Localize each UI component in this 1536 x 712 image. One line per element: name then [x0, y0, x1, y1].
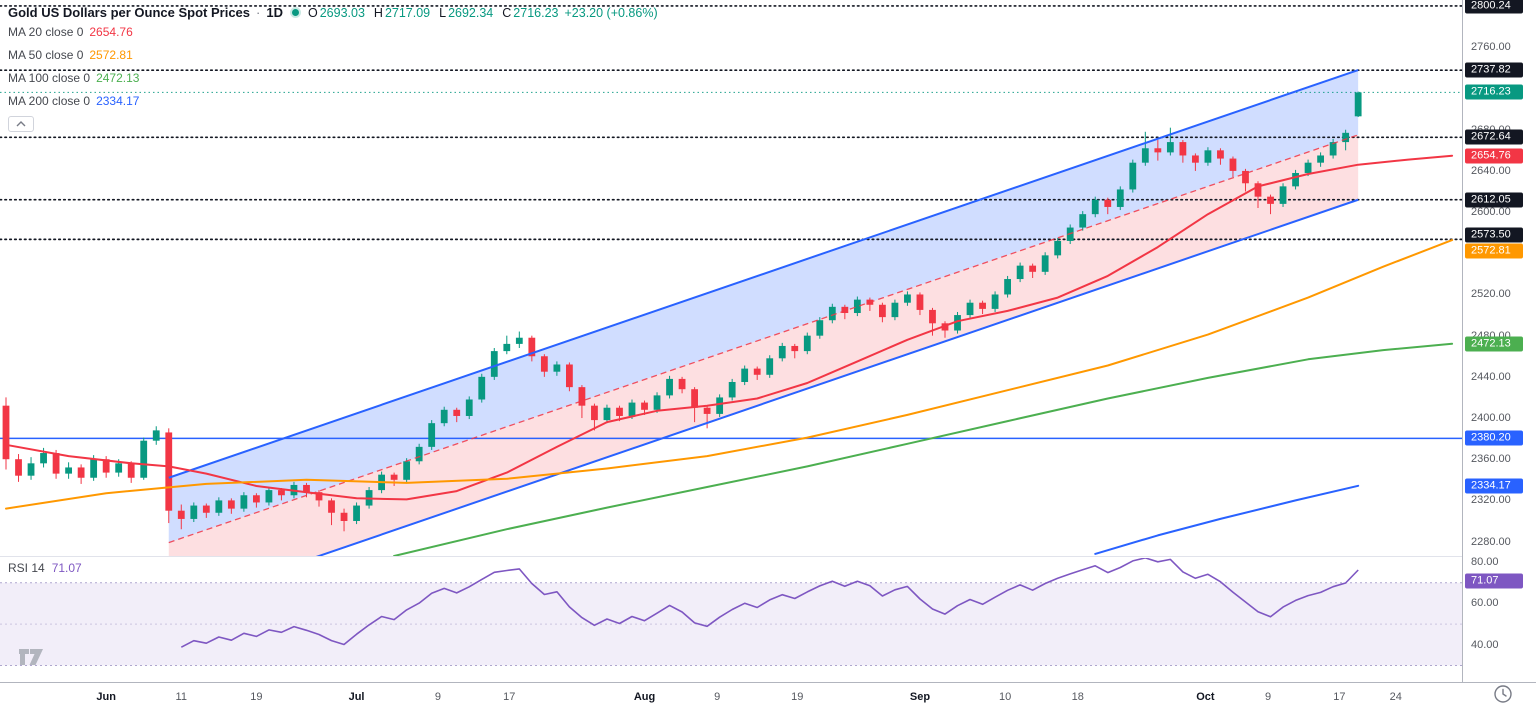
time-axis-label: 10 — [998, 691, 1012, 703]
time-axis-label: 9 — [434, 691, 441, 703]
clock-icon[interactable] — [1492, 684, 1514, 706]
price-axis-label: 2320.00 — [1471, 494, 1511, 507]
symbol-title[interactable]: Gold US Dollars per Ounce Spot Prices — [8, 5, 251, 20]
price-axis-badge: 2334.17 — [1465, 478, 1523, 494]
price-axis-badge: 2716.23 — [1465, 84, 1523, 100]
collapse-indicators-button[interactable] — [8, 116, 34, 132]
indicator-ma50-row[interactable]: MA 50 close 0 2572.81 — [8, 43, 658, 66]
price-axis-badge: 2654.76 — [1465, 148, 1523, 164]
price-axis-label: 2440.00 — [1471, 370, 1511, 383]
chart-canvas[interactable] — [0, 0, 1462, 682]
clock-icon-glyph — [1494, 685, 1512, 703]
time-axis[interactable]: Jun 11 19 Jul 9 17 Aug 9 19 Sep 10 18 Oct 9 17 24 — [0, 682, 1536, 712]
time-axis-label: Oct — [1196, 691, 1215, 703]
price-axis-badge: 2572.81 — [1465, 243, 1523, 259]
live-status-dot — [291, 9, 299, 16]
price-axis-badge: 2573.50 — [1465, 227, 1523, 243]
price-axis-badge: 2612.05 — [1465, 192, 1523, 208]
indicator-ma200-row[interactable]: MA 200 close 0 2334.17 — [8, 89, 658, 112]
rsi-axis-label: 60.00 — [1471, 597, 1499, 610]
low-label: L — [439, 5, 447, 20]
price-axis-badge: 2800.24 — [1465, 0, 1523, 14]
close-label: C — [502, 5, 512, 20]
price-axis-label: 2600.00 — [1471, 206, 1511, 219]
price-axis-badge: 2737.82 — [1465, 62, 1523, 78]
time-axis-label: 19 — [791, 691, 804, 703]
title-separator: · — [256, 5, 261, 20]
ohlc-values: O 2693.03 H 2717.09 L 2692.34 C 2716.23 — [308, 6, 559, 20]
indicator-value: 2572.81 — [89, 47, 133, 62]
symbol-title-row: Gold US Dollars per Ounce Spot Prices · … — [8, 5, 658, 20]
rsi-label: RSI 14 — [8, 561, 45, 575]
time-axis-label: Aug — [633, 691, 656, 703]
price-axis-badge: 2672.64 — [1465, 129, 1523, 145]
price-axis[interactable]: 2760.002680.002640.002600.002520.002480.… — [1462, 0, 1536, 682]
indicator-label: MA 50 close 0 — [8, 47, 84, 62]
time-axis-label: Jun — [96, 691, 116, 703]
price-axis-label: 2760.00 — [1471, 41, 1511, 54]
time-axis-label: Sep — [909, 691, 931, 703]
price-change: +23.20 (+0.86%) — [564, 5, 658, 20]
indicator-value: 2472.13 — [96, 70, 140, 85]
indicator-label: MA 200 close 0 — [8, 93, 91, 108]
rsi-axis-label: 80.00 — [1471, 556, 1499, 569]
rsi-legend[interactable]: RSI 14 71.07 — [8, 561, 82, 575]
tradingview-logo-icon — [19, 649, 43, 665]
close-value: 2716.23 — [513, 5, 559, 20]
rsi-axis-badge: 71.07 — [1465, 573, 1523, 589]
high-label: H — [373, 5, 383, 20]
open-value: 2693.03 — [319, 5, 365, 20]
high-value: 2717.09 — [384, 5, 431, 20]
time-axis-label: 9 — [714, 691, 721, 703]
price-axis-label: 2360.00 — [1471, 453, 1511, 466]
tradingview-logo[interactable] — [16, 646, 46, 673]
symbol-legend: Gold US Dollars per Ounce Spot Prices · … — [8, 5, 658, 132]
time-axis-label: 17 — [1333, 691, 1346, 703]
price-axis-label: 2280.00 — [1471, 535, 1511, 548]
price-axis-label: 2520.00 — [1471, 288, 1511, 301]
pane-separator[interactable] — [0, 556, 1536, 557]
indicator-value: 2334.17 — [96, 93, 140, 108]
indicator-ma20-row[interactable]: MA 20 close 0 2654.76 — [8, 20, 658, 43]
time-axis-label: 17 — [503, 691, 516, 703]
price-axis-badge: 2380.20 — [1465, 430, 1523, 446]
chevron-up-icon — [16, 121, 26, 127]
indicator-label: MA 20 close 0 — [8, 24, 84, 39]
rsi-value: 71.07 — [51, 561, 82, 575]
indicator-value: 2654.76 — [89, 24, 133, 39]
open-label: O — [307, 5, 318, 20]
price-axis-label: 2640.00 — [1471, 164, 1511, 177]
time-axis-label: 11 — [175, 691, 187, 703]
indicator-ma100-row[interactable]: MA 100 close 0 2472.13 — [8, 66, 658, 89]
time-axis-label: 18 — [1071, 691, 1084, 703]
time-axis-label: 19 — [250, 691, 263, 703]
timeframe-label[interactable]: 1D — [266, 5, 283, 20]
time-axis-label: 24 — [1389, 691, 1402, 703]
low-value: 2692.34 — [448, 5, 494, 20]
price-axis-label: 2400.00 — [1471, 412, 1511, 425]
indicator-label: MA 100 close 0 — [8, 70, 91, 85]
rsi-axis-label: 40.00 — [1471, 638, 1499, 651]
price-axis-badge: 2472.13 — [1465, 336, 1523, 352]
time-axis-label: Jul — [348, 691, 365, 703]
time-axis-label: 9 — [1264, 691, 1272, 703]
